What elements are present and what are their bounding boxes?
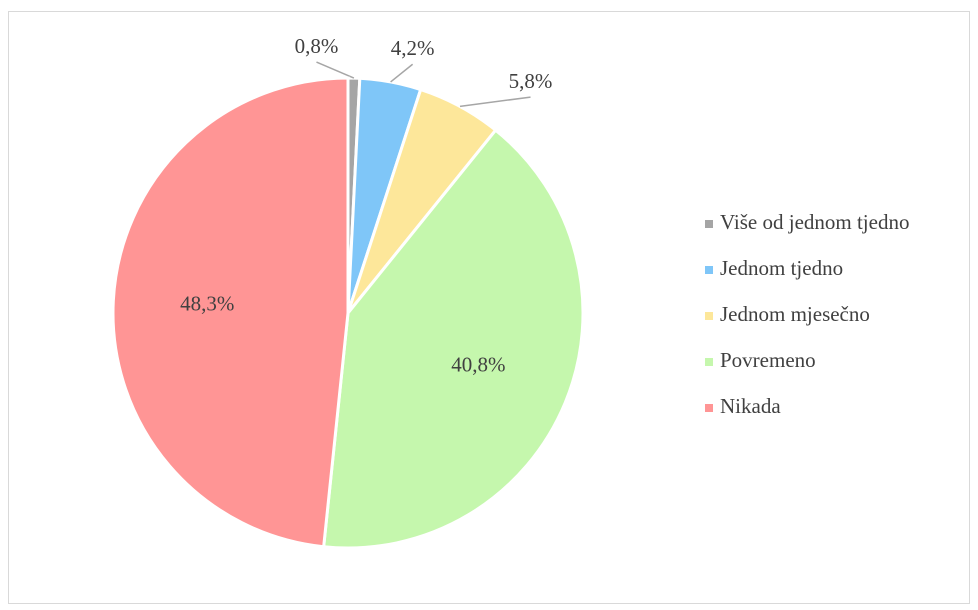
legend-label: Više od jednom tjedno (720, 210, 909, 234)
legend-label: Nikada (720, 394, 781, 418)
legend-swatch (705, 404, 713, 412)
data-label: 4,2% (391, 36, 435, 60)
leader-line (390, 63, 414, 83)
legend-label: Jednom mjesečno (720, 302, 870, 326)
legend-swatch (705, 358, 713, 366)
pie-slice (322, 128, 585, 550)
legend-swatch (705, 266, 713, 274)
leader-line (459, 96, 531, 108)
legend-swatch (705, 312, 713, 320)
leader-line (316, 61, 355, 79)
legend-label: Povremeno (720, 348, 816, 372)
legend-label: Jednom tjedno (720, 256, 843, 280)
legend: Više od jednom tjedno Jednom tjedno Jednom… (705, 210, 909, 418)
data-label: 40,8% (451, 353, 505, 377)
pie: 0,8% 4,2% 5,8% 40,8% 48,3% (111, 34, 585, 550)
pie-slice (111, 76, 350, 549)
data-label: 0,8% (295, 34, 339, 58)
data-label: 48,3% (180, 291, 234, 315)
data-label: 5,8% (509, 69, 553, 93)
legend-swatch (705, 220, 713, 228)
